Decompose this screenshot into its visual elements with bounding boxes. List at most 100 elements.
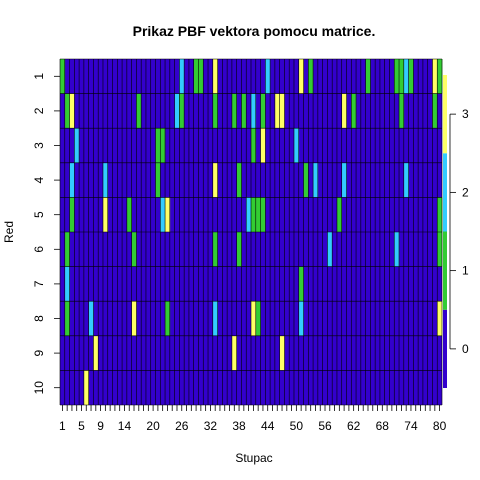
- heatmap-cell: [126, 197, 132, 232]
- x-tick-label: 26: [175, 419, 189, 433]
- x-tick-label: 1: [59, 419, 66, 433]
- legend-swatch: [443, 75, 447, 154]
- heatmap-cell: [212, 301, 218, 336]
- x-tick-label: 32: [204, 419, 218, 433]
- heatmap-cell: [432, 59, 438, 94]
- heatmap-cell: [198, 59, 204, 94]
- heatmap-cell: [102, 162, 109, 198]
- x-tick-label: 68: [376, 419, 390, 433]
- heatmap-grid: [59, 58, 443, 406]
- heatmap-cell: [231, 335, 237, 371]
- color-legend: 0 1 2 3: [443, 75, 469, 388]
- y-axis-label: Red: [2, 221, 16, 243]
- heatmap-cell: [179, 59, 185, 94]
- heatmap-cell: [212, 93, 218, 129]
- heatmap-cell: [64, 301, 70, 336]
- heatmap-cell: [303, 162, 309, 198]
- heatmap-cell: [251, 128, 257, 163]
- y-tick-label: 2: [32, 107, 46, 114]
- heatmap-cell: [403, 162, 409, 198]
- heatmap-cell: [93, 335, 99, 371]
- heatmap-cell: [131, 301, 137, 336]
- heatmap-cell: [351, 93, 357, 129]
- heatmap-cell: [88, 301, 94, 336]
- heatmap-cell: [155, 128, 161, 163]
- heatmap-cell: [394, 232, 400, 267]
- heatmap-cell: [241, 93, 247, 129]
- heatmap-cell: [155, 162, 161, 198]
- legend-swatch: [443, 231, 447, 310]
- heatmap-cell: [279, 93, 285, 129]
- y-tick-label: 5: [32, 211, 46, 218]
- heatmap-cell: [341, 93, 347, 129]
- heatmap-cell: [174, 93, 180, 129]
- x-tick-label: 38: [232, 419, 246, 433]
- heatmap-cell: [69, 162, 75, 198]
- heatmap-cell: [231, 93, 237, 129]
- heatmap-cell: [260, 197, 266, 232]
- x-tick-label: 80: [433, 419, 447, 433]
- heatmap-cell: [327, 232, 333, 267]
- legend-swatch: [443, 309, 447, 388]
- heatmap-cell: [437, 59, 443, 94]
- chart-title: Prikaz PBF vektora pomocu matrice.: [133, 23, 376, 39]
- x-tick-label: 9: [97, 419, 104, 433]
- heatmap-cell: [265, 59, 271, 94]
- heatmap-cell: [160, 128, 166, 163]
- heatmap-cell: [236, 232, 242, 267]
- heatmap-cell: [102, 197, 109, 232]
- heatmap-cell: [403, 59, 409, 94]
- heatmap-cell: [336, 197, 343, 232]
- legend-tick-label: 3: [462, 107, 469, 121]
- y-tick-label: 10: [32, 381, 46, 395]
- heatmap-cell: [160, 197, 166, 232]
- heatmap-cell: [408, 59, 414, 94]
- y-tick-label: 6: [32, 246, 46, 253]
- x-tick-label: 14: [118, 419, 132, 433]
- heatmap-cell: [193, 59, 199, 94]
- x-tick-label: 50: [290, 419, 304, 433]
- heatmap-cell: [394, 59, 400, 94]
- y-axis: 1 2 3 4 5 6 7 8 9 10: [32, 73, 60, 395]
- y-tick-label: 1: [32, 73, 46, 80]
- heatmap-cell: [212, 162, 218, 198]
- heatmap-cell: [432, 93, 438, 129]
- heatmap-cell: [251, 197, 257, 232]
- heatmap-cell: [236, 162, 242, 198]
- x-tick-label: 62: [347, 419, 361, 433]
- heatmap-cell: [260, 128, 266, 163]
- heatmap-cell: [255, 301, 261, 336]
- legend-tick-label: 0: [462, 342, 469, 356]
- x-tick-label: 74: [404, 419, 418, 433]
- heatmap-cell: [251, 301, 257, 336]
- x-tick-label: 56: [318, 419, 332, 433]
- x-tick-label: 5: [78, 419, 85, 433]
- legend-tick-label: 1: [462, 264, 469, 278]
- heatmap-cell: [69, 93, 75, 129]
- y-tick-label: 9: [32, 349, 46, 356]
- legend-tick-label: 2: [462, 185, 469, 199]
- heatmap-cell: [165, 197, 171, 232]
- heatmap-cell: [69, 197, 75, 232]
- heatmap-cell: [212, 232, 218, 267]
- heatmap-cell: [399, 93, 405, 129]
- heatmap-cell: [293, 128, 300, 163]
- x-axis: 1 5 9 14 20 26 32 38 44 50 56 62 68 74 80: [59, 405, 447, 433]
- heatmap-cell: [260, 93, 266, 129]
- heatmap-cell: [313, 162, 319, 198]
- heatmap-cell: [255, 197, 261, 232]
- y-tick-label: 7: [32, 280, 46, 287]
- legend-swatch: [443, 153, 447, 232]
- heatmap-cell: [64, 232, 70, 267]
- heatmap-cell: [274, 93, 280, 129]
- heatmap-cell: [298, 59, 304, 94]
- heatmap-cell: [437, 301, 443, 336]
- heatmap-cell: [365, 59, 371, 94]
- heatmap-cell: [437, 197, 443, 232]
- heatmap-cell: [308, 59, 314, 94]
- heatmap-cell: [64, 266, 70, 302]
- heatmap-cell: [399, 59, 405, 94]
- x-tick-label: 44: [261, 419, 275, 433]
- heatmap-cell: [131, 232, 137, 267]
